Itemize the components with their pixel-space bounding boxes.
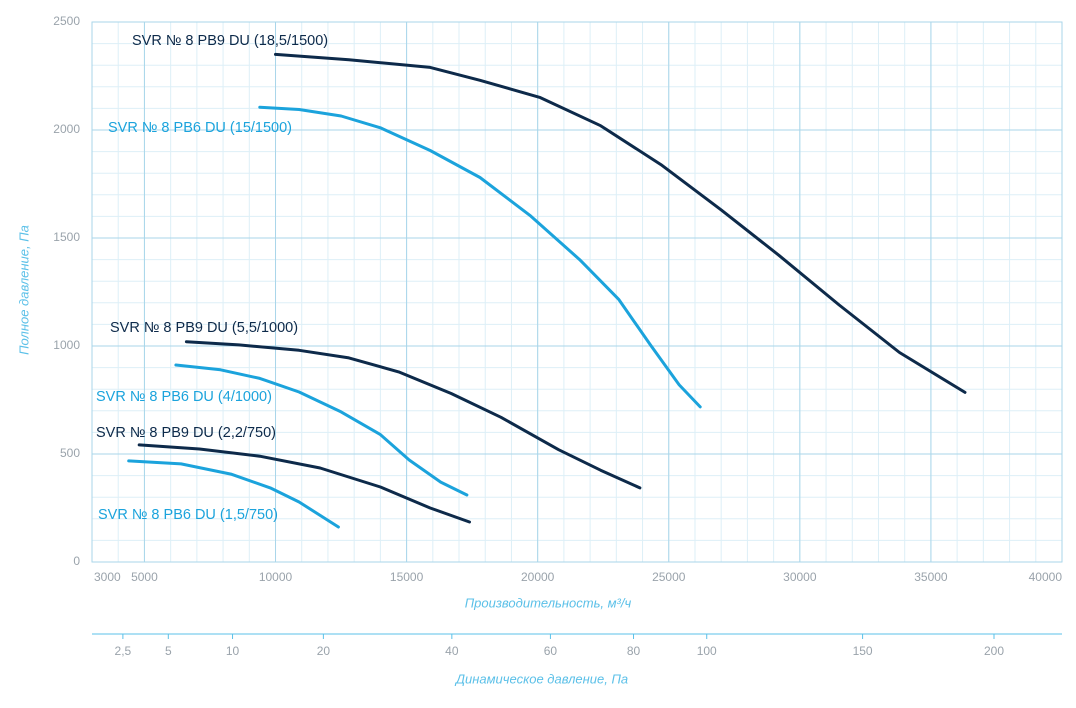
series-label: SVR № 8 PB9 DU (18,5/1500) bbox=[132, 33, 328, 49]
x-tick-label: 10000 bbox=[259, 570, 293, 584]
series-line bbox=[127, 459, 340, 529]
series-label: SVR № 8 PB9 DU (5,5/1000) bbox=[110, 320, 298, 336]
y-tick-label: 2500 bbox=[53, 14, 80, 28]
x-tick-label: 15000 bbox=[390, 570, 424, 584]
y-tick-label: 1500 bbox=[53, 230, 80, 244]
series-label: SVR № 8 PB6 DU (15/1500) bbox=[108, 120, 292, 136]
x-tick-label: 25000 bbox=[652, 570, 686, 584]
series-line bbox=[258, 105, 702, 409]
series-line bbox=[184, 340, 642, 490]
x2-tick-label: 80 bbox=[627, 644, 641, 658]
x-tick-label: 3000 bbox=[94, 570, 121, 584]
x-axis-label: Производительность, м³/ч bbox=[465, 595, 632, 610]
x-tick-label: 20000 bbox=[521, 570, 555, 584]
x2-tick-label: 40 bbox=[445, 644, 459, 658]
x-tick-label: 35000 bbox=[914, 570, 948, 584]
x2-tick-label: 150 bbox=[853, 644, 873, 658]
series-line bbox=[274, 52, 967, 394]
x2-tick-label: 60 bbox=[544, 644, 558, 658]
series-line bbox=[137, 443, 471, 524]
x2-tick-label: 20 bbox=[317, 644, 331, 658]
series-line bbox=[174, 363, 469, 497]
y-axis-label: Полное давление, Па bbox=[16, 225, 31, 355]
x2-tick-label: 100 bbox=[697, 644, 717, 658]
y-tick-label: 0 bbox=[73, 554, 80, 568]
x-tick-label: 5000 bbox=[131, 570, 158, 584]
y-tick-label: 500 bbox=[60, 446, 80, 460]
series-label: SVR № 8 PB9 DU (2,2/750) bbox=[96, 425, 276, 441]
x2-tick-label: 10 bbox=[226, 644, 240, 658]
x2-tick-label: 5 bbox=[165, 644, 172, 658]
y-tick-label: 2000 bbox=[53, 122, 80, 136]
x2-tick-label: 200 bbox=[984, 644, 1004, 658]
x2-axis-label: Динамическое давление, Па bbox=[454, 671, 628, 686]
x-tick-label: 40000 bbox=[1029, 570, 1063, 584]
series-label: SVR № 8 PB6 DU (1,5/750) bbox=[98, 507, 278, 523]
y-tick-label: 1000 bbox=[53, 338, 80, 352]
x2-tick-label: 2,5 bbox=[115, 644, 132, 658]
x-tick-label: 30000 bbox=[783, 570, 817, 584]
series-label: SVR № 8 PB6 DU (4/1000) bbox=[96, 389, 272, 405]
plot-frame bbox=[91, 21, 1063, 563]
